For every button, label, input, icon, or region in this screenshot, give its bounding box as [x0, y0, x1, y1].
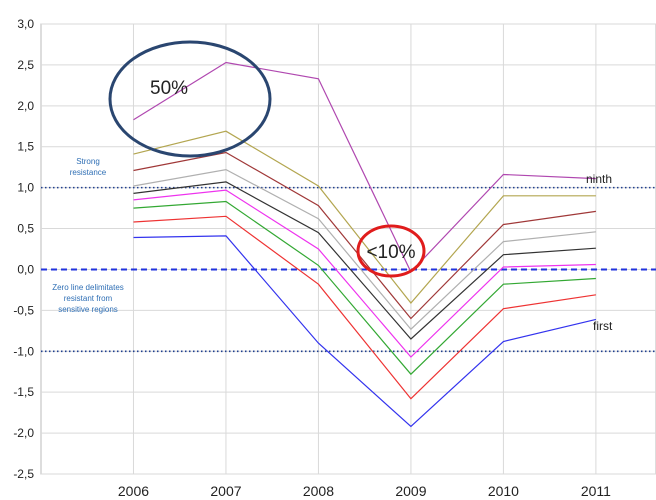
series-line-3 [133, 200, 596, 376]
x-tick-label: 2008 [303, 483, 334, 499]
ten-percent-highlight-ellipse [356, 224, 426, 278]
series-line-8 [133, 130, 596, 304]
first-label: first [593, 319, 613, 333]
plot-area [40, 23, 656, 475]
y-tick-label: 2,5 [17, 58, 34, 72]
y-tick-label: 0,0 [17, 262, 34, 276]
series-line-9 [133, 61, 596, 273]
strong-resistance-label-line2: resistance [70, 168, 107, 177]
series-line-5 [133, 181, 596, 340]
zero-line-label-line1: Zero line delimitates [52, 283, 124, 292]
y-tick-label: -1,0 [13, 344, 34, 358]
y-tick-label: -2,0 [13, 426, 34, 440]
y-tick-label: 1,5 [17, 140, 34, 154]
series-line-2 [133, 215, 596, 400]
zero-line-label-line3: sensitive regions [58, 305, 118, 314]
x-tick-label: 2006 [118, 483, 149, 499]
zero-line-label-line2: resistant from [64, 294, 113, 303]
x-tick-label: 2009 [395, 483, 426, 499]
annotations: Strong resistance Zero line delimitates … [52, 40, 613, 333]
ninth-label: ninth [586, 172, 612, 186]
x-tick-label: 2010 [488, 483, 519, 499]
x-tick-label: 2011 [581, 483, 611, 499]
fifty-percent-highlight-ellipse [108, 40, 272, 158]
x-axis-tick-labels: 2006 2007 2008 2009 2010 2011 [118, 483, 611, 499]
fifty-percent-label: 50% [150, 78, 188, 99]
y-tick-label: -0,5 [13, 303, 34, 317]
y-tick-label: 2,0 [17, 99, 34, 113]
y-axis-tick-labels: 3,0 2,5 2,0 1,5 1,0 0,5 0,0 -0,5 -1,0 -1,5 -2,0 -2,… [13, 17, 34, 481]
y-tick-label: 1,0 [17, 181, 34, 195]
series-line-6 [133, 168, 596, 331]
reference-lines [41, 186, 656, 353]
strong-resistance-label-line1: Strong [76, 157, 100, 166]
y-tick-label: 3,0 [17, 17, 34, 31]
y-tick-label: -1,5 [13, 385, 34, 399]
ten-percent-label: <10% [366, 242, 415, 263]
y-tick-label: -2,5 [13, 467, 34, 481]
y-tick-label: 0,5 [17, 222, 34, 236]
x-tick-label: 2007 [210, 483, 241, 499]
series-line-1 [133, 235, 597, 428]
series-line-4 [133, 189, 596, 358]
